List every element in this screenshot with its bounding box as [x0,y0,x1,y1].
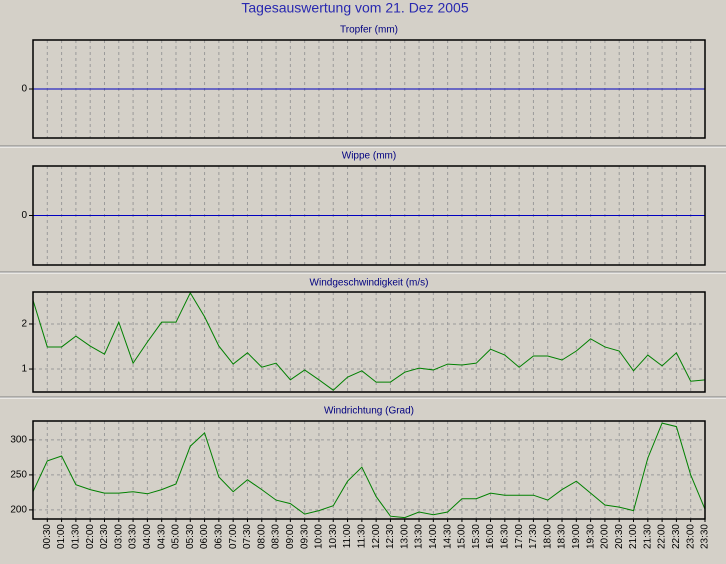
y-tick-label: 1 [21,364,27,375]
x-tick-label: 10:00 [314,524,325,549]
x-tick-label: 07:00 [228,524,239,549]
x-tick-label: 04:30 [156,524,167,549]
y-tick-label: 2 [21,319,27,330]
x-tick-label: 07:30 [242,524,253,549]
x-tick-label: 08:30 [271,524,282,549]
panel-title: Windrichtung (Grad) [324,406,414,417]
x-tick-label: 21:00 [628,524,639,549]
x-tick-label: 05:00 [171,524,182,549]
x-tick-label: 13:30 [414,524,425,549]
x-tick-label: 22:00 [657,524,668,549]
data-line [32,291,706,391]
x-tick-label: 13:00 [399,524,410,549]
x-tick-label: 09:00 [285,524,296,549]
x-tick-label: 17:30 [528,524,539,549]
x-tick-label: 02:30 [99,524,110,549]
plot-frame [32,165,706,266]
x-tick-label: 00:30 [42,524,53,549]
x-tick-label: 15:00 [457,524,468,549]
y-tick-label: 0 [21,210,27,221]
x-tick-label: 22:30 [671,524,682,549]
x-tick-label: 01:30 [71,524,82,549]
x-tick-label: 03:30 [128,524,139,549]
x-tick-label: 14:00 [428,524,439,549]
panel-title: Wippe (mm) [342,151,396,162]
x-tick-label: 05:30 [185,524,196,549]
y-tick-label: 0 [21,84,27,95]
x-tick-label: 23:30 [700,524,711,549]
x-tick-label: 10:30 [328,524,339,549]
y-tick-label: 200 [10,505,27,516]
x-tick-label: 14:30 [442,524,453,549]
x-tick-label: 02:00 [85,524,96,549]
plot-frame [32,39,706,139]
x-tick-label: 11:30 [356,524,367,549]
plot-frame [32,420,706,520]
y-tick-label: 250 [10,470,27,481]
x-tick-label: 06:00 [199,524,210,549]
x-tick-label: 08:00 [256,524,267,549]
x-tick-label: 23:00 [685,524,696,549]
x-tick-label: 18:30 [557,524,568,549]
x-tick-label: 12:30 [385,524,396,549]
x-tick-label: 17:00 [514,524,525,549]
x-tick-label: 19:30 [585,524,596,549]
plot-frame [32,291,706,393]
x-tick-label: 04:00 [142,524,153,549]
main-title: Tagesauswertung vom 21. Dez 2005 [241,0,468,16]
x-tick-label: 18:00 [542,524,553,549]
x-tick-label: 01:00 [56,524,67,549]
x-tick-label: 20:00 [600,524,611,549]
x-tick-label: 16:30 [499,524,510,549]
x-tick-label: 09:30 [299,524,310,549]
panel-title: Windgeschwindigkeit (m/s) [310,278,429,289]
x-tick-label: 11:00 [342,524,353,549]
x-tick-label: 19:00 [571,524,582,549]
panel-title: Tropfer (mm) [340,25,398,36]
x-tick-label: 12:00 [371,524,382,549]
x-tick-label: 21:30 [642,524,653,549]
y-tick-label: 300 [10,435,27,446]
data-line [32,422,706,519]
x-tick-label: 03:00 [113,524,124,549]
x-tick-label: 20:30 [614,524,625,549]
x-tick-label: 15:30 [471,524,482,549]
x-tick-label: 06:30 [214,524,225,549]
x-tick-label: 16:00 [485,524,496,549]
